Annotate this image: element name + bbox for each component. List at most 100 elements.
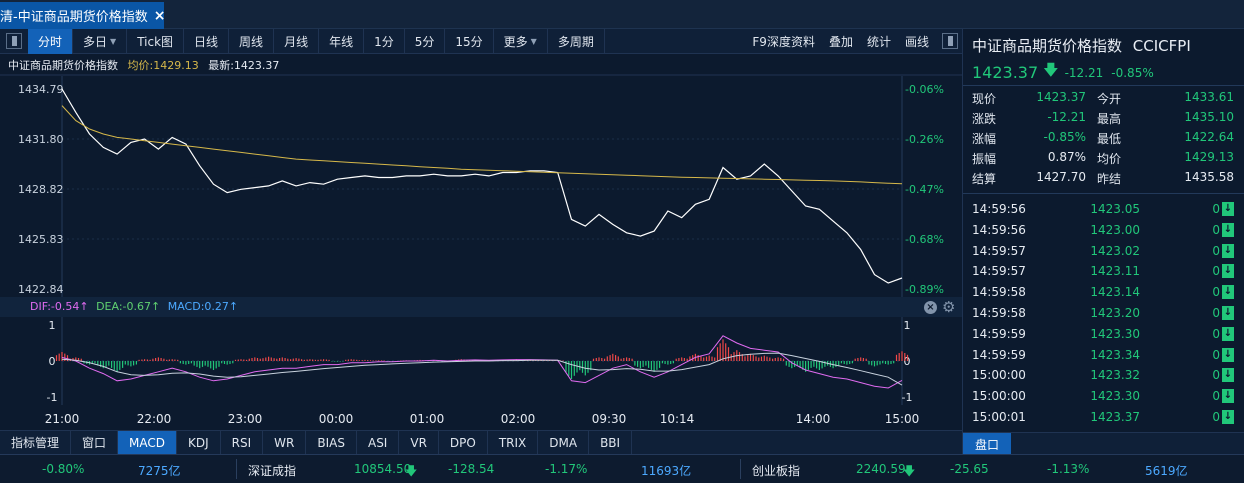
period-tab-10[interactable]: 更多 ▼ bbox=[494, 28, 548, 54]
tick-time: 14:59:58 bbox=[972, 285, 1026, 300]
tick-volume: 0 bbox=[1212, 306, 1220, 320]
toolbar-right-button-0[interactable]: F9深度资料 bbox=[752, 34, 815, 49]
tab-ccicfpi[interactable]: 清-中证商品期货价格指数 × bbox=[0, 2, 164, 29]
tick-row: 14:59:56 1423.05 0 ↓ bbox=[972, 202, 1234, 222]
tick-row: 15:00:01 1423.37 0 ↓ bbox=[972, 410, 1234, 430]
toolbar-right-button-1[interactable]: 叠加 bbox=[828, 34, 853, 49]
x-tick-label: 00:00 bbox=[319, 412, 354, 426]
quote-value: 0.87% bbox=[1047, 150, 1086, 164]
y-tick-label-right: -0.89% bbox=[905, 283, 944, 296]
close-icon[interactable]: × bbox=[153, 7, 164, 24]
period-tab-3[interactable]: 日线 bbox=[184, 28, 230, 54]
period-tab-6[interactable]: 年线 bbox=[319, 28, 365, 54]
tick-time: 14:59:59 bbox=[972, 347, 1026, 362]
tick-time: 15:00:00 bbox=[972, 368, 1026, 383]
indicator-tab-6[interactable]: BIAS bbox=[306, 431, 357, 454]
status-index2-name[interactable]: 深证成指 bbox=[248, 464, 297, 478]
tick-price: 1423.32 bbox=[1090, 368, 1140, 383]
status-index1-pct: -0.80% bbox=[42, 462, 85, 476]
arrow-down-icon: ↓ bbox=[1222, 389, 1234, 404]
arrow-down-icon: 🡇 bbox=[405, 464, 418, 478]
indicator-tab-0[interactable]: 指标管理 bbox=[0, 431, 72, 454]
arrow-down-icon: ↓ bbox=[1222, 347, 1234, 362]
panel-toggle-icon[interactable] bbox=[942, 33, 958, 49]
period-tab-0[interactable]: 分时 bbox=[28, 28, 74, 54]
tick-volume: 0 bbox=[1212, 264, 1220, 279]
divider bbox=[963, 85, 1244, 86]
indicator-tab-10[interactable]: TRIX bbox=[488, 431, 539, 454]
macd-header-bar bbox=[0, 297, 962, 317]
indicator-tab-8[interactable]: VR bbox=[399, 431, 439, 454]
arrow-down-icon: 🡇 bbox=[1043, 61, 1059, 79]
period-toolbar: 分时 多日 ▼ Tick图 日线 周线 月线 年线 1分 5分 15分 更多 ▼ 多周期 F9深度资料 叠加… bbox=[0, 28, 962, 54]
arrow-down-icon: ↓ bbox=[1222, 202, 1234, 216]
period-tab-label: 1分 bbox=[374, 34, 394, 49]
indicator-tab-4[interactable]: RSI bbox=[221, 431, 264, 454]
period-tab-2[interactable]: Tick图 bbox=[127, 28, 185, 54]
indicator-tab-1[interactable]: 窗口 bbox=[71, 431, 119, 454]
quote-value: 1433.61 bbox=[1184, 90, 1234, 104]
period-tab-label: 月线 bbox=[284, 34, 309, 49]
indicator-tab-5[interactable]: WR bbox=[263, 431, 307, 454]
tick-row: 14:59:58 1423.20 0 ↓ bbox=[972, 306, 1234, 326]
quote-row: 涨幅 -0.85% 最低 1422.64 bbox=[972, 130, 1234, 150]
tick-row: 15:00:00 1423.30 0 ↓ bbox=[972, 389, 1234, 409]
quote-value: 1435.10 bbox=[1184, 110, 1234, 124]
indicator-tab-9[interactable]: DPO bbox=[439, 431, 488, 454]
period-tab-4[interactable]: 周线 bbox=[229, 28, 275, 54]
arrow-down-icon: ↓ bbox=[1222, 368, 1234, 383]
x-tick-label: 15:00 bbox=[885, 412, 920, 426]
gear-icon[interactable]: ⚙ bbox=[942, 298, 956, 316]
status-index3-name[interactable]: 创业板指 bbox=[752, 464, 801, 478]
quote-value: 1435.58 bbox=[1184, 170, 1234, 184]
quote-label: 最低 bbox=[1097, 132, 1122, 146]
indicator-tab-3[interactable]: KDJ bbox=[177, 431, 221, 454]
period-tab-11[interactable]: 多周期 bbox=[548, 28, 605, 54]
tick-row: 14:59:56 1423.00 0 ↓ bbox=[972, 222, 1234, 243]
quote-label: 涨跌 bbox=[972, 112, 997, 126]
divider bbox=[963, 193, 1244, 194]
quote-code: CCICFPI bbox=[1132, 37, 1191, 55]
tick-price: 1423.14 bbox=[1090, 285, 1140, 300]
period-tab-1[interactable]: 多日 ▼ bbox=[73, 28, 128, 54]
period-tab-7[interactable]: 1分 bbox=[364, 28, 405, 54]
tick-price: 1423.30 bbox=[1090, 326, 1140, 341]
divider bbox=[236, 459, 237, 479]
quote-value: 1422.64 bbox=[1184, 130, 1234, 144]
x-tick-label: 21:00 bbox=[45, 412, 80, 426]
sidebar-toggle-icon[interactable] bbox=[6, 33, 22, 49]
y-tick-label-right: -0.06% bbox=[905, 83, 944, 96]
x-tick-label: 01:00 bbox=[410, 412, 445, 426]
macd-dea-line bbox=[61, 352, 903, 386]
status-index1-amount: 7275亿 bbox=[138, 464, 181, 478]
intraday-chart[interactable]: 1434.79 -0.06% 1431.80 -0.26% 1428.82 -0.47% 1… bbox=[0, 54, 962, 430]
indicator-tab-11[interactable]: DMA bbox=[538, 431, 590, 454]
period-tab-8[interactable]: 5分 bbox=[405, 28, 446, 54]
close-icon[interactable]: × bbox=[924, 301, 937, 314]
y-tick-label-left: 1428.82 bbox=[18, 183, 64, 196]
quote-row: 现价 1423.37 今开 1433.61 bbox=[972, 90, 1234, 110]
tick-price: 1423.37 bbox=[1090, 410, 1140, 424]
y-tick-label-right: -0.26% bbox=[905, 133, 944, 146]
quote-label: 涨幅 bbox=[972, 132, 997, 146]
quote-label: 今开 bbox=[1097, 92, 1122, 106]
x-tick-label: 22:00 bbox=[137, 412, 172, 426]
tick-price: 1423.20 bbox=[1090, 306, 1140, 320]
chart-info-line: 中证商品期货价格指数 均价:1429.13 最新:1423.37 bbox=[8, 57, 279, 73]
period-tab-5[interactable]: 月线 bbox=[274, 28, 320, 54]
period-tab-9[interactable]: 15分 bbox=[445, 28, 494, 54]
indicator-tab-7[interactable]: ASI bbox=[357, 431, 400, 454]
indicator-tab-12[interactable]: BBI bbox=[589, 431, 633, 454]
indicator-tab-2[interactable]: MACD bbox=[118, 431, 178, 454]
toolbar-right-button-3[interactable]: 画线 bbox=[904, 34, 929, 49]
caret-down-icon: ▼ bbox=[110, 36, 117, 46]
toolbar-right-button-2[interactable]: 统计 bbox=[866, 34, 891, 49]
tick-volume: 0 bbox=[1212, 202, 1220, 216]
quote-price-line: 1423.37 🡇 -12.21 -0.85% bbox=[972, 60, 1154, 85]
divider bbox=[740, 459, 741, 479]
arrow-down-icon: ↓ bbox=[1222, 264, 1234, 279]
period-tab-label: 分时 bbox=[38, 34, 63, 49]
chart-last-price: 最新:1423.37 bbox=[208, 59, 280, 72]
period-tab-label: 多周期 bbox=[557, 34, 594, 49]
tab-pankou[interactable]: 盘口 bbox=[963, 433, 1012, 455]
